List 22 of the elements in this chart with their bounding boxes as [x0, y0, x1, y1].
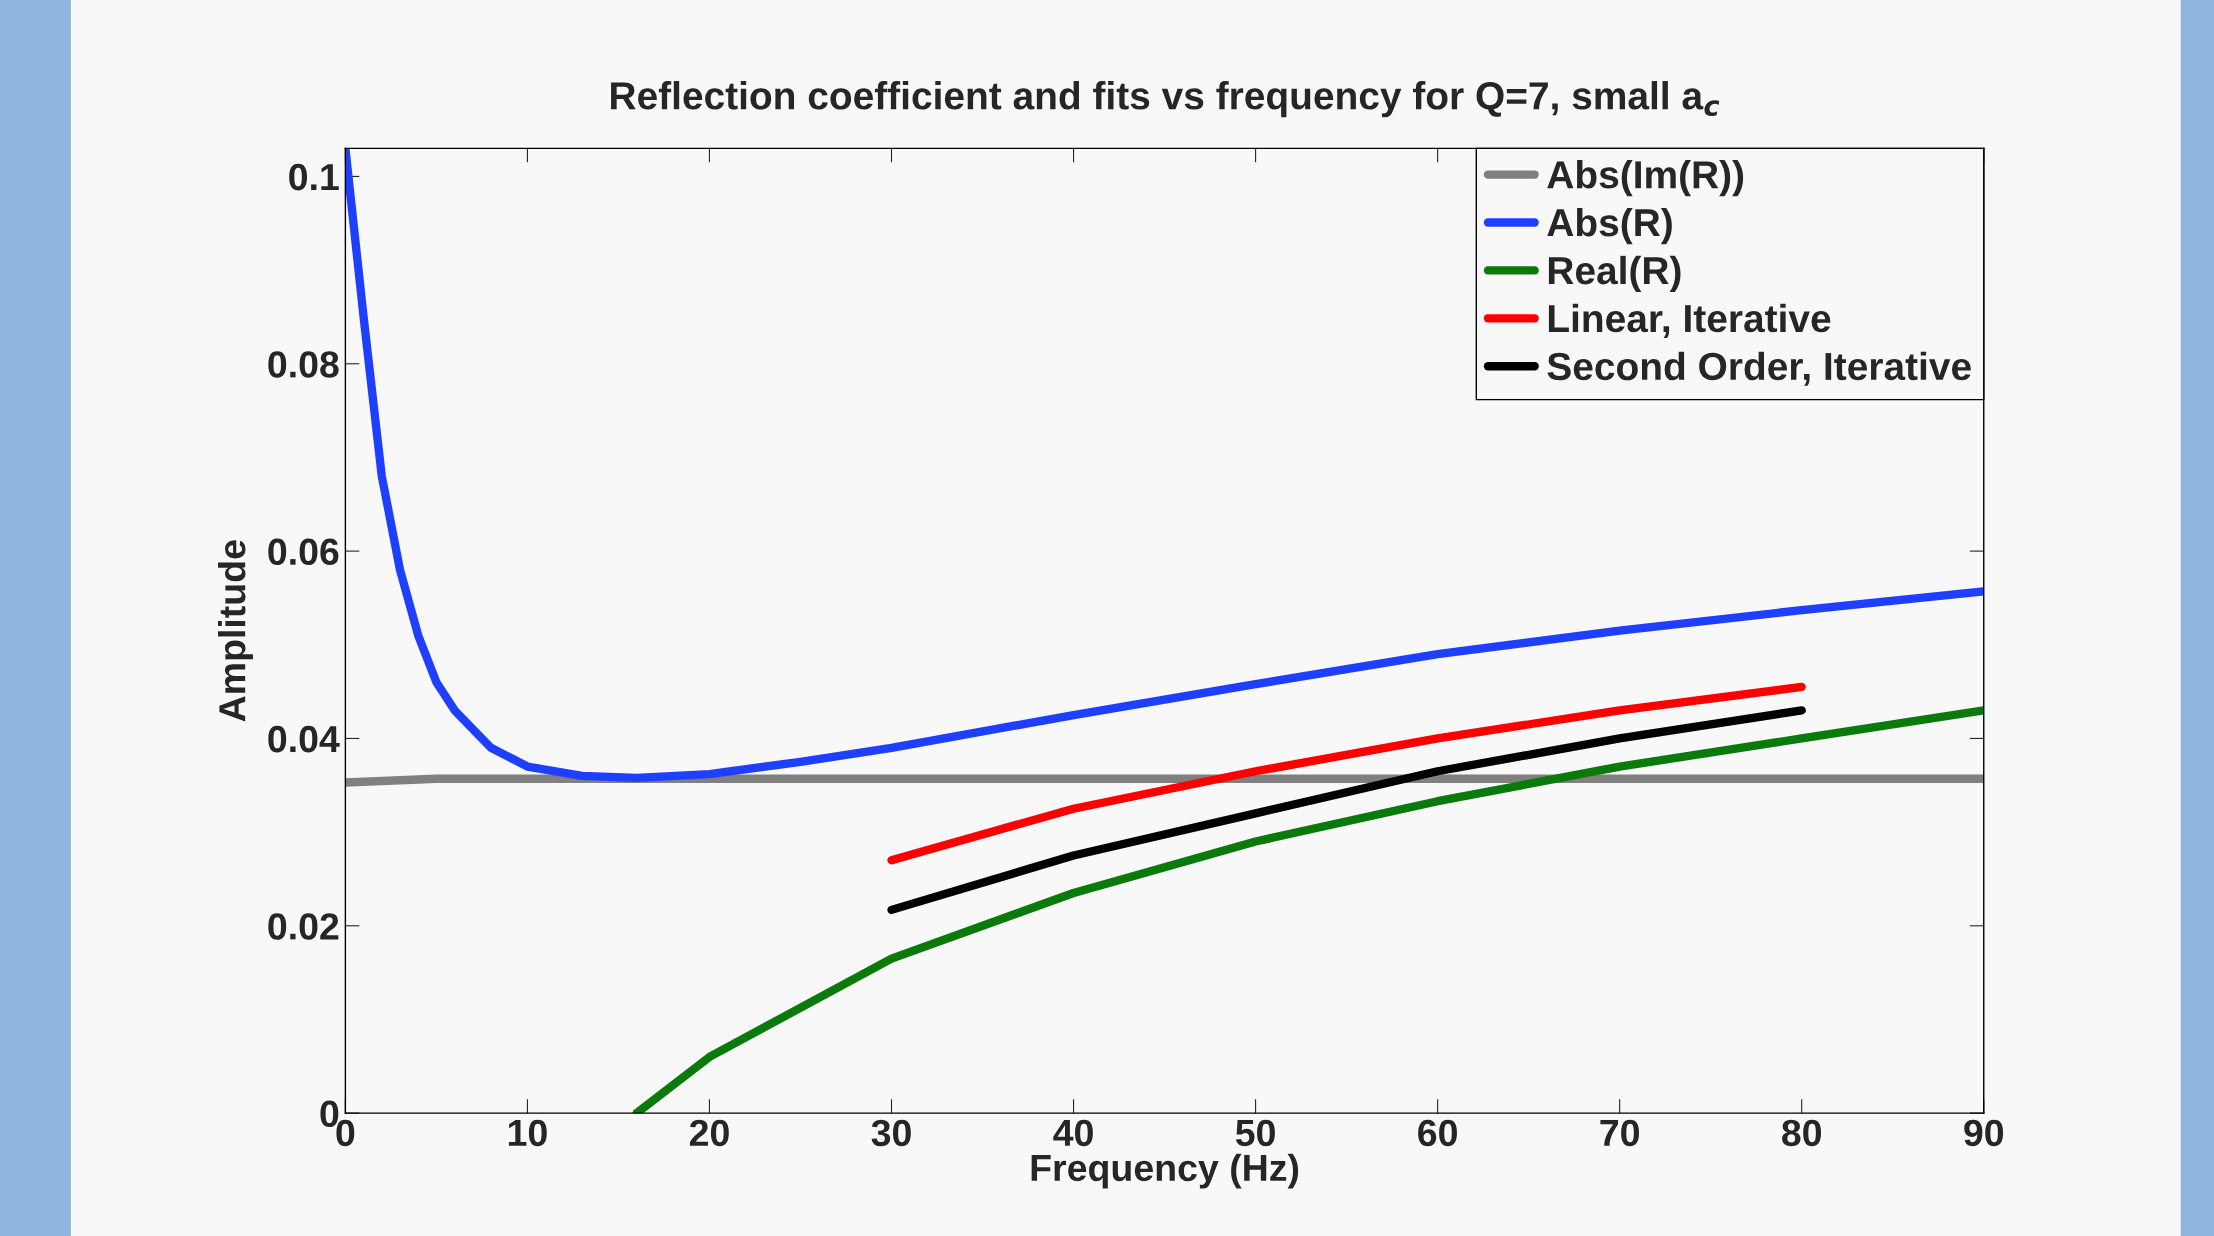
legend-label: Second Order, Iterative: [1547, 351, 1971, 386]
x-tick-label: 30: [871, 1119, 911, 1147]
legend-label: Linear, Iterative: [1548, 303, 1831, 338]
y-tick-label: 0.08: [268, 351, 339, 378]
y-tick-label: 0.1: [289, 163, 339, 191]
x-tick-label: 80: [1782, 1119, 1822, 1147]
legend-label: Real(R): [1548, 255, 1681, 293]
legend-label: Abs(R): [1547, 207, 1672, 245]
x-tick-label: 60: [1418, 1119, 1457, 1147]
y-tick-label: 0.06: [268, 538, 339, 566]
y-tick-label: 0.02: [268, 913, 339, 940]
chart-title: Reflection coefficient and fits vs frequency for Q=7, small a$_{c}$: [611, 81, 1720, 118]
x-axis-title: Frequency (Hz): [1031, 1153, 1299, 1189]
y-axis-title: Amplitude: [218, 540, 253, 722]
x-tick-label: 10: [508, 1119, 547, 1147]
x-tick-label: 50: [1235, 1119, 1275, 1147]
x-tick-label: 20: [689, 1119, 729, 1147]
x-tick-label: 90: [1964, 1119, 2004, 1147]
x-tick-label: 70: [1600, 1119, 1639, 1147]
x-tick-label: 40: [1053, 1119, 1093, 1147]
y-tick-label: 0.04: [268, 725, 340, 753]
legend-label: Abs(Im(R)): [1547, 159, 1744, 197]
